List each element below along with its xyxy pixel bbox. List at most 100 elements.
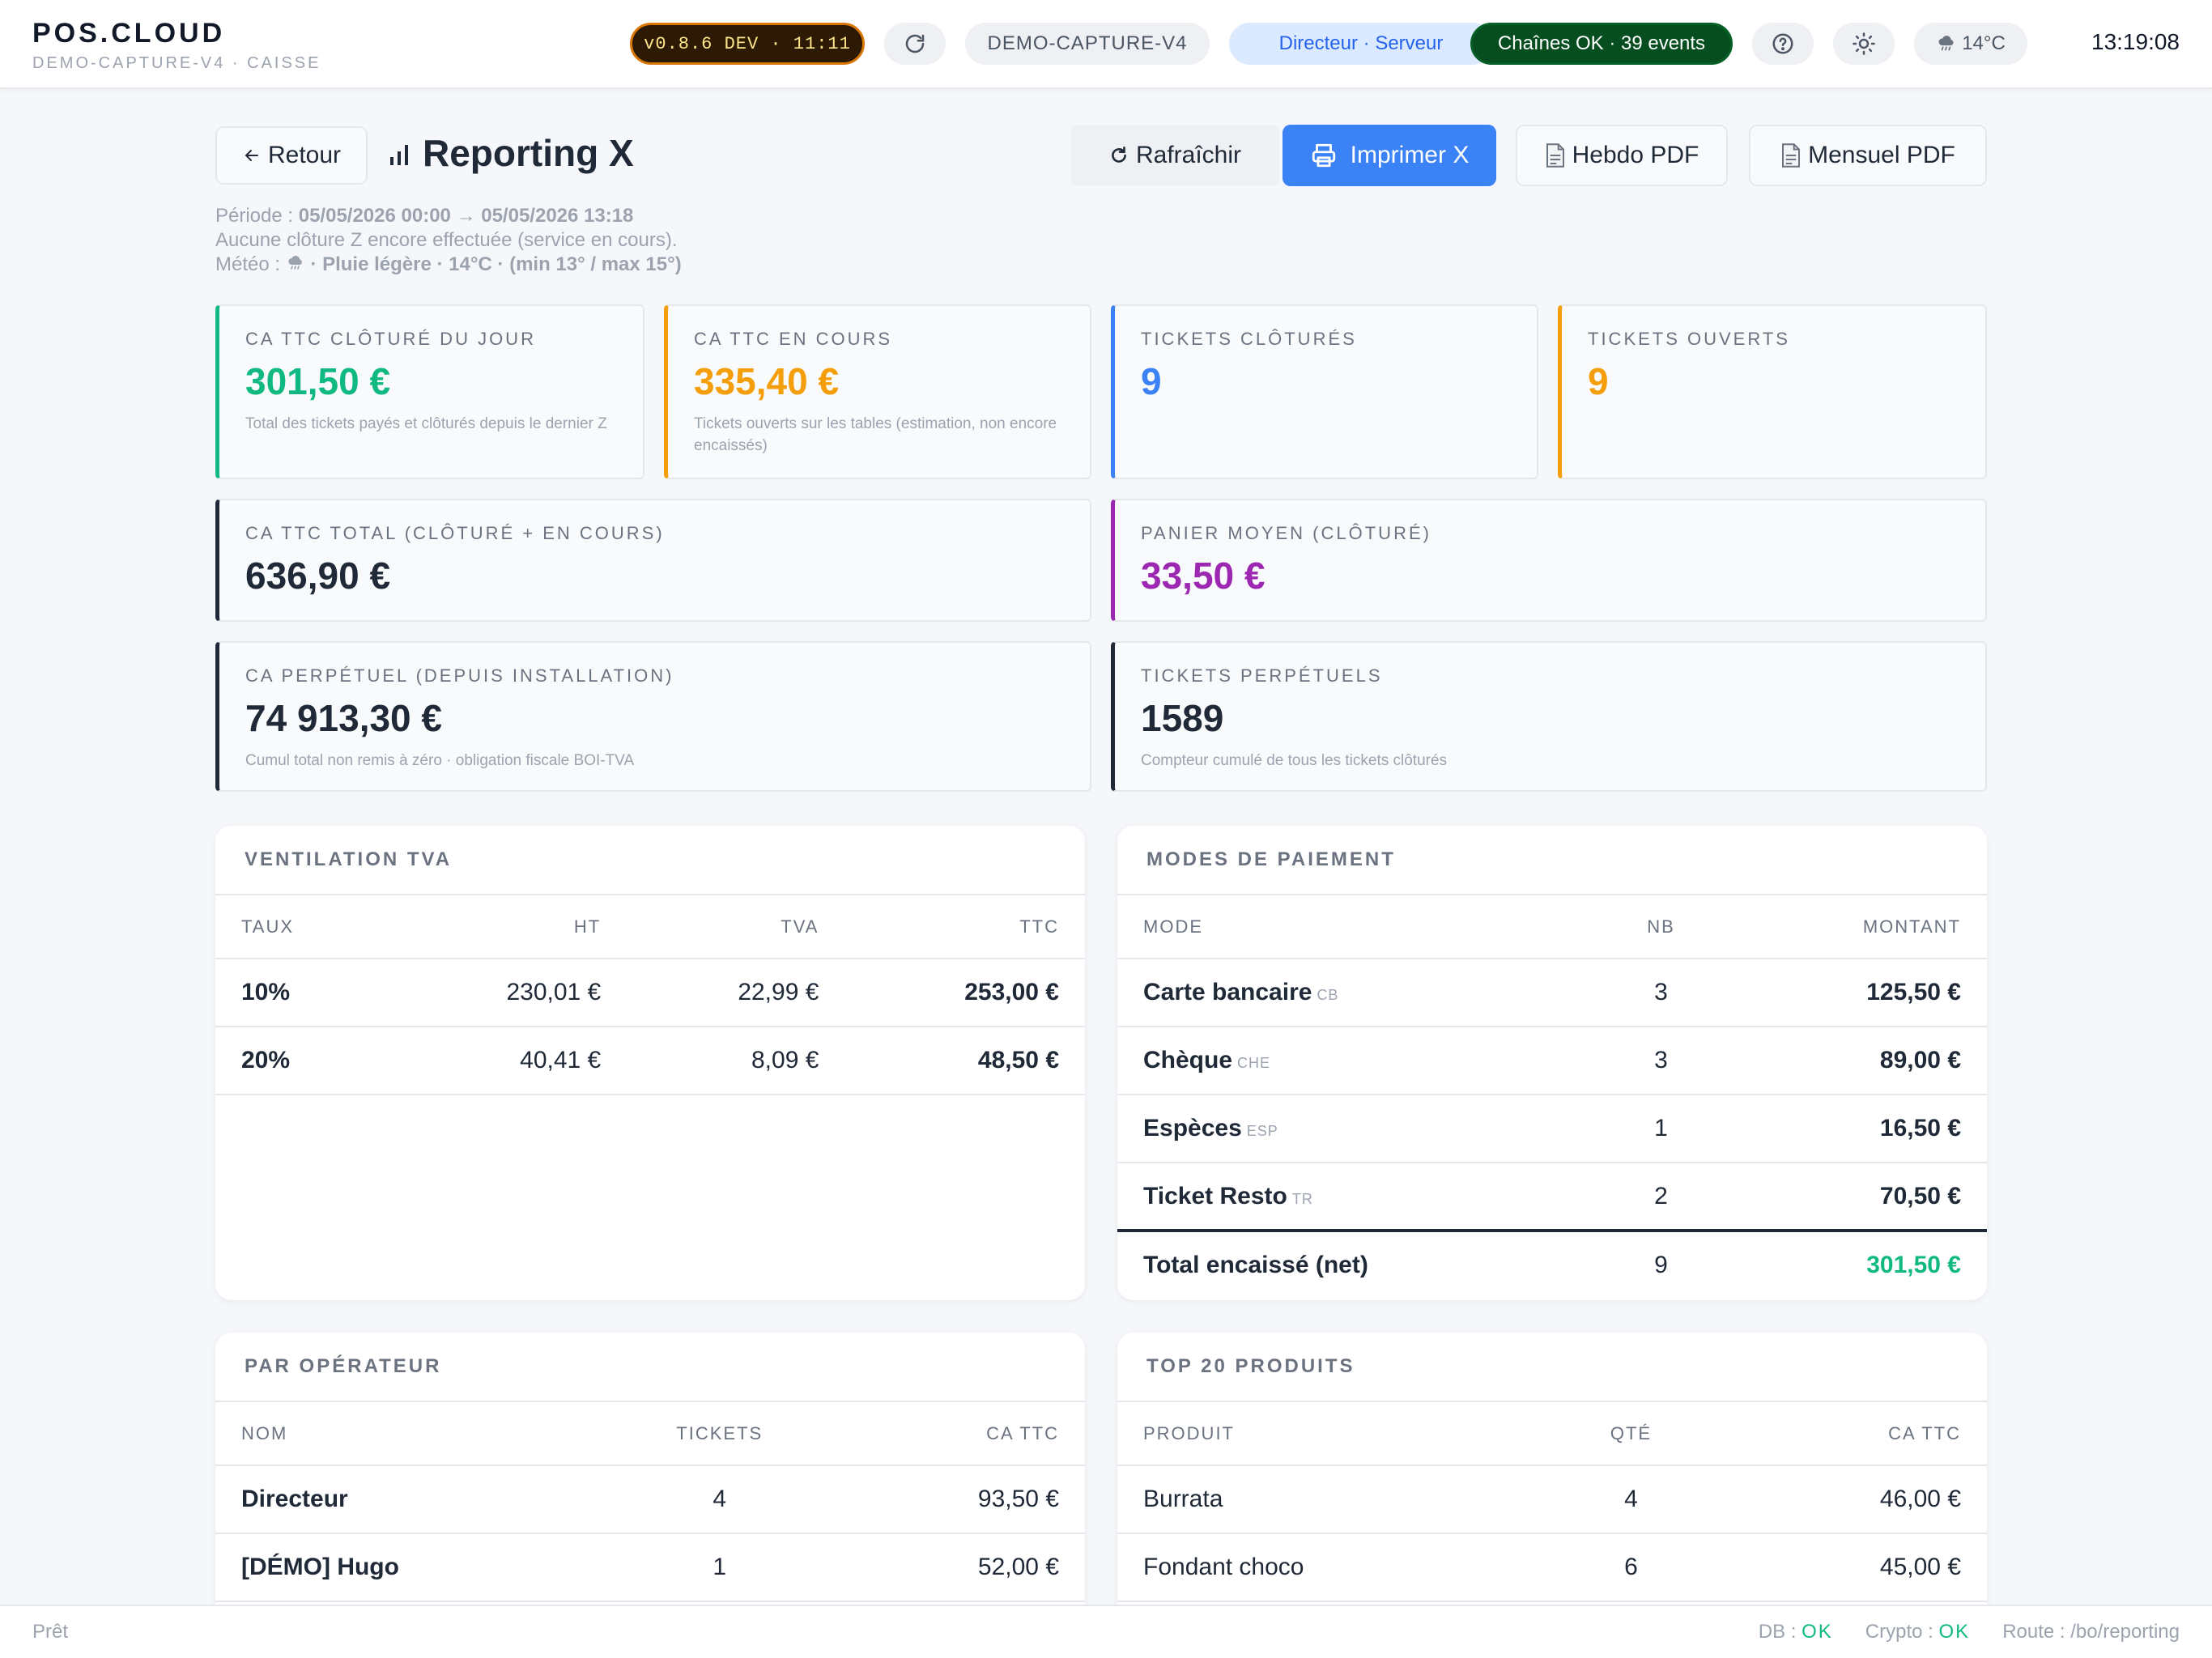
period-line: Période : 05/05/2026 00:00 → 05/05/2026 …	[215, 204, 682, 228]
kpi-label: CA PERPÉTUEL (DEPUIS INSTALLATION)	[245, 665, 674, 686]
operator-name: Directeur	[215, 1465, 595, 1534]
kpi-value: 636,90 €	[245, 555, 391, 597]
table-row: Chèque CHE 3 89,00 €	[1117, 1027, 1987, 1095]
top-products-panel: TOP 20 PRODUITS PRODUIT QTÉ CA TTC Burra…	[1117, 1333, 1987, 1656]
document-icon	[1545, 143, 1566, 168]
payment-methods-panel: MODES DE PAIEMENT MODE NB MONTANT Carte …	[1117, 826, 1987, 1300]
total-row: Total encaissé (net) 9 301,50 €	[1117, 1229, 1987, 1299]
payment-count: 2	[1592, 1163, 1730, 1231]
kpi-label: CA TTC TOTAL (CLÔTURÉ + EN COURS)	[245, 523, 665, 543]
kpi-value: 335,40 €	[694, 360, 840, 402]
product-ca: 45,00 €	[1723, 1533, 1987, 1602]
top-bar: POS.CLOUD DEMO-CAPTURE-V4 · CAISSE v0.8.…	[0, 0, 2212, 89]
payment-mode: Espèces	[1143, 1115, 1242, 1141]
help-button[interactable]	[1752, 23, 1814, 65]
vat-table: TAUX HT TVA TTC 10% 230,01 € 22,99 € 253…	[215, 895, 1085, 1095]
chains-status-badge[interactable]: Chaînes OK · 39 events	[1470, 23, 1733, 65]
table-row: Espèces ESP 1 16,50 €	[1117, 1095, 1987, 1163]
kpi-note: Compteur cumulé de tous les tickets clôt…	[1141, 752, 1448, 769]
kpi-value: 74 913,30 €	[245, 697, 443, 739]
weekly-pdf-button-label: Hebdo PDF	[1572, 142, 1699, 168]
vat-breakdown-panel: VENTILATION TVA TAUX HT TVA TTC 10% 230,…	[215, 826, 1085, 1300]
sync-button[interactable]	[884, 23, 946, 65]
payment-code: ESP	[1246, 1123, 1278, 1139]
table-row: Burrata 4 46,00 €	[1117, 1465, 1987, 1534]
print-x-button[interactable]: Imprimer X	[1283, 125, 1496, 186]
crypto-status: Crypto : OK	[1865, 1621, 1970, 1643]
payment-mode: Chèque	[1143, 1047, 1233, 1073]
panel-title: PAR OPÉRATEUR	[215, 1333, 1085, 1402]
table-row: [DÉMO] Hugo 1 52,00 €	[215, 1533, 1085, 1602]
product-ca: 46,00 €	[1723, 1465, 1987, 1534]
vat-ttc: 48,50 €	[844, 1027, 1085, 1095]
status-indicators: DB : OK Crypto : OK Route : /bo/reportin…	[1759, 1621, 2180, 1643]
kpi-closed-tickets-card: TICKETS CLÔTURÉS 9	[1111, 304, 1538, 479]
report-meta: Période : 05/05/2026 00:00 → 05/05/2026 …	[215, 204, 682, 277]
column-header: NB	[1592, 895, 1730, 959]
column-header: TVA	[627, 895, 845, 959]
help-icon	[1771, 32, 1795, 56]
kpi-perpetual-ca-card: CA PERPÉTUEL (DEPUIS INSTALLATION) 74 91…	[215, 641, 1091, 792]
status-bar: Prêt DB : OK Crypto : OK Route : /bo/rep…	[0, 1605, 2212, 1658]
printer-icon	[1310, 142, 1338, 169]
table-row: Directeur 4 93,50 €	[215, 1465, 1085, 1534]
column-header: TTC	[844, 895, 1085, 959]
operators-panel: PAR OPÉRATEUR NOM TICKETS CA TTC Directe…	[215, 1333, 1085, 1656]
payment-amount: 125,50 €	[1729, 959, 1987, 1027]
role-badge[interactable]: Directeur · Serveur	[1229, 23, 1493, 65]
vat-ht: 230,01 €	[386, 959, 627, 1027]
kpi-note: Cumul total non remis à zéro · obligatio…	[245, 752, 635, 769]
weather-value: Pluie légère · 14°C · (min 13° / max 15°…	[322, 253, 682, 275]
total-amount: 301,50 €	[1729, 1229, 1987, 1299]
kpi-total-ca-card: CA TTC TOTAL (CLÔTURÉ + EN COURS) 636,90…	[215, 499, 1091, 622]
db-status-label: DB :	[1758, 1621, 1797, 1643]
column-header: TICKETS	[594, 1402, 845, 1466]
table-row: Fondant choco 6 45,00 €	[1117, 1533, 1987, 1602]
table-row: 10% 230,01 € 22,99 € 253,00 €	[215, 959, 1085, 1027]
vat-rate: 10%	[215, 959, 387, 1027]
vat-amount: 8,09 €	[627, 1027, 845, 1095]
panel-title: VENTILATION TVA	[215, 826, 1085, 895]
operator-name: [DÉMO] Hugo	[215, 1533, 595, 1602]
monthly-pdf-button[interactable]: Mensuel PDF	[1749, 125, 1987, 186]
page-title: Reporting X	[389, 131, 634, 175]
table-row: 20% 40,41 € 8,09 € 48,50 €	[215, 1027, 1085, 1095]
version-badge: v0.8.6 DEV · 11:11	[630, 23, 865, 65]
theme-toggle-button[interactable]	[1833, 23, 1895, 65]
weekly-pdf-button[interactable]: Hebdo PDF	[1516, 125, 1728, 186]
db-status-value: OK	[1802, 1621, 1833, 1643]
payment-amount: 89,00 €	[1729, 1027, 1987, 1095]
page-title-text: Reporting X	[423, 132, 634, 174]
print-x-button-label: Imprimer X	[1350, 142, 1470, 168]
weather-temperature: 14°C	[1962, 32, 2006, 54]
column-header: TAUX	[215, 895, 387, 959]
kpi-perpetual-tickets-card: TICKETS PERPÉTUELS 1589 Compteur cumulé …	[1111, 641, 1987, 792]
crypto-status-label: Crypto :	[1865, 1621, 1933, 1643]
arrow-left-icon	[242, 146, 262, 165]
refresh-button[interactable]: Rafraîchir	[1070, 125, 1279, 186]
kpi-value: 9	[1141, 360, 1162, 402]
kpi-value: 1589	[1141, 697, 1224, 739]
payment-count: 3	[1592, 959, 1730, 1027]
clock: 13:19:08	[2091, 29, 2180, 54]
column-header: CA TTC	[1723, 1402, 1987, 1466]
period-value: 05/05/2026 00:00 → 05/05/2026 13:18	[298, 205, 634, 227]
cloud-rain-icon	[1936, 33, 1957, 54]
operator-tickets: 4	[594, 1465, 845, 1534]
table-row: Ticket Resto TR 2 70,50 €	[1117, 1163, 1987, 1231]
back-button[interactable]: Retour	[215, 126, 368, 185]
refresh-icon	[1108, 145, 1129, 166]
device-badge: DEMO-CAPTURE-V4	[965, 23, 1210, 65]
kpi-value: 301,50 €	[245, 360, 391, 402]
operator-ca: 93,50 €	[844, 1465, 1085, 1534]
kpi-label: TICKETS CLÔTURÉS	[1141, 329, 1357, 349]
monthly-pdf-button-label: Mensuel PDF	[1808, 142, 1955, 168]
column-header: QTÉ	[1538, 1402, 1724, 1466]
panel-title: TOP 20 PRODUITS	[1117, 1333, 1987, 1402]
crypto-status-value: OK	[1938, 1621, 1971, 1643]
brand-subtitle: DEMO-CAPTURE-V4 · CAISSE	[32, 54, 321, 72]
document-icon	[1780, 143, 1802, 168]
column-header: PRODUIT	[1117, 1402, 1539, 1466]
table-row: Carte bancaire CB 3 125,50 €	[1117, 959, 1987, 1027]
column-header: NOM	[215, 1402, 595, 1466]
